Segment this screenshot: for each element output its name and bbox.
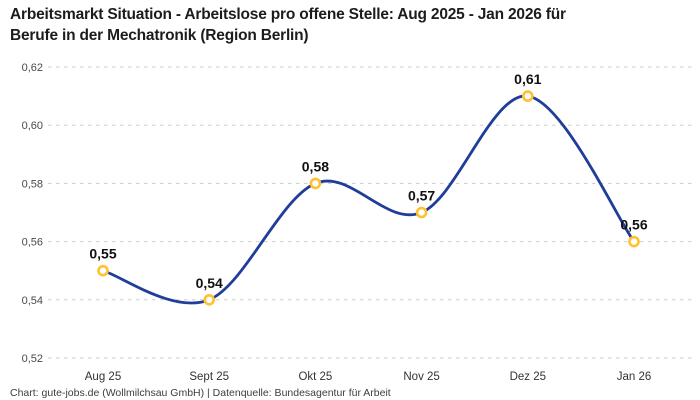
data-point-marker[interactable] [97, 264, 109, 277]
data-point-marker[interactable] [415, 206, 428, 219]
chart-title: Arbeitsmarkt Situation - Arbeitslose pro… [10, 4, 682, 46]
x-tick-label: Sept 25 [189, 371, 229, 383]
data-point-label: 0,57 [408, 188, 435, 204]
x-tick-label: Aug 25 [85, 371, 121, 383]
y-tick-label: 0,52 [22, 353, 43, 365]
x-tick-label: Jan 26 [617, 371, 652, 383]
x-tick-label: Dez 25 [510, 371, 546, 383]
y-tick-label: 0,56 [22, 237, 43, 249]
data-point-marker[interactable] [203, 293, 215, 306]
data-point-label: 0,58 [302, 158, 329, 174]
data-point-label: 0,61 [514, 71, 541, 87]
x-tick-label: Okt 25 [298, 371, 332, 383]
y-tick-label: 0,62 [22, 62, 43, 74]
data-point-label: 0,55 [89, 246, 116, 262]
trend-line [101, 94, 636, 305]
data-point-marker[interactable] [521, 90, 534, 102]
data-point-marker[interactable] [628, 235, 640, 248]
chart-attribution: Chart: gute-jobs.de (Wollmilchsau GmbH) … [10, 387, 391, 399]
y-tick-label: 0,60 [22, 120, 43, 132]
chart-title-line2: Berufe in der Mechatronik (Region Berlin… [10, 27, 309, 44]
chart-title-line1: Arbeitsmarkt Situation - Arbeitslose pro… [10, 6, 566, 23]
y-tick-label: 0,58 [22, 178, 43, 190]
data-point-label: 0,54 [196, 275, 223, 291]
data-point-marker[interactable] [309, 177, 322, 190]
data-point-label: 0,56 [620, 217, 647, 233]
x-tick-label: Nov 25 [403, 371, 439, 383]
y-tick-label: 0,54 [22, 295, 43, 307]
